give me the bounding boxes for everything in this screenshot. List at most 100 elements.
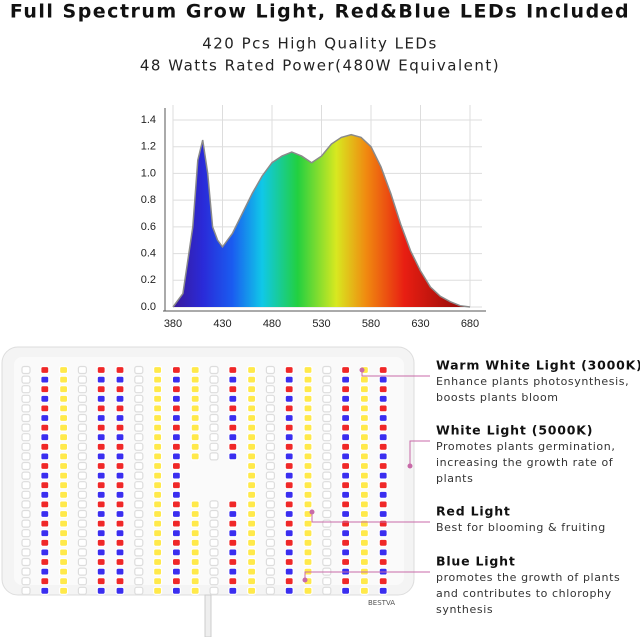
led [228, 538, 238, 547]
led [134, 452, 144, 461]
led [115, 586, 125, 595]
led [115, 452, 125, 461]
led [378, 548, 388, 557]
led [190, 557, 200, 567]
callout-title: White Light (5000K) [436, 423, 593, 438]
led [209, 519, 219, 528]
connector-dot [407, 463, 413, 469]
led [209, 433, 219, 442]
led [96, 557, 106, 567]
led [153, 586, 163, 595]
led [284, 452, 294, 461]
led [171, 586, 181, 595]
led [171, 413, 181, 423]
led [21, 529, 31, 538]
led [115, 557, 125, 567]
led [322, 500, 332, 509]
led [77, 461, 88, 471]
led [341, 481, 351, 490]
led [171, 452, 181, 461]
led [171, 538, 181, 547]
led [341, 404, 351, 413]
led [21, 375, 31, 384]
led [303, 423, 313, 432]
led [303, 433, 313, 442]
led [171, 548, 181, 557]
led [303, 413, 313, 423]
led [303, 481, 313, 490]
led [209, 529, 219, 538]
led [378, 586, 388, 595]
led [378, 423, 388, 432]
led [77, 490, 88, 499]
led [284, 413, 294, 423]
led [247, 375, 257, 384]
led [228, 519, 238, 528]
led [134, 481, 144, 490]
led [265, 413, 275, 423]
led [247, 365, 257, 375]
led [190, 452, 200, 461]
led [21, 567, 31, 576]
callout-text: Promotes plants germination, [436, 440, 615, 453]
x-tick-label: 580 [362, 318, 380, 330]
led [322, 577, 332, 586]
y-tick-label: 0.2 [141, 274, 156, 286]
led [265, 375, 275, 384]
led [40, 423, 50, 432]
led [96, 375, 106, 384]
led [40, 500, 50, 509]
led [171, 577, 181, 586]
led [115, 365, 125, 375]
led [265, 404, 275, 413]
led [341, 385, 351, 394]
led [378, 529, 388, 538]
led [190, 375, 200, 384]
led [153, 490, 163, 499]
led [265, 586, 275, 595]
led [115, 471, 125, 480]
led [378, 365, 388, 375]
led [359, 548, 369, 557]
led [322, 394, 332, 403]
led [284, 519, 294, 528]
led [303, 452, 313, 461]
led [58, 548, 69, 557]
y-tick-label: 0.4 [141, 247, 156, 259]
y-tick-label: 1.4 [141, 114, 156, 126]
led [21, 365, 31, 375]
led [171, 471, 181, 480]
led [40, 557, 50, 567]
led [115, 461, 125, 471]
led [265, 365, 275, 375]
led [134, 529, 144, 538]
led [247, 519, 257, 528]
led [247, 548, 257, 557]
led [341, 461, 351, 471]
led [153, 471, 163, 480]
led [341, 500, 351, 509]
led [359, 557, 369, 567]
led [77, 433, 88, 442]
led [303, 490, 313, 499]
led [378, 461, 388, 471]
led [378, 500, 388, 509]
led [153, 423, 163, 432]
led [40, 567, 50, 576]
led [303, 557, 313, 567]
led [247, 442, 257, 451]
led [190, 442, 200, 451]
led [96, 490, 106, 499]
led [96, 394, 106, 403]
led [209, 394, 219, 403]
led [228, 442, 238, 451]
led [134, 394, 144, 403]
led [378, 557, 388, 567]
led [341, 529, 351, 538]
led [115, 394, 125, 403]
led [228, 375, 238, 384]
led [228, 433, 238, 442]
led [58, 433, 69, 442]
led [303, 442, 313, 451]
led [134, 567, 144, 576]
